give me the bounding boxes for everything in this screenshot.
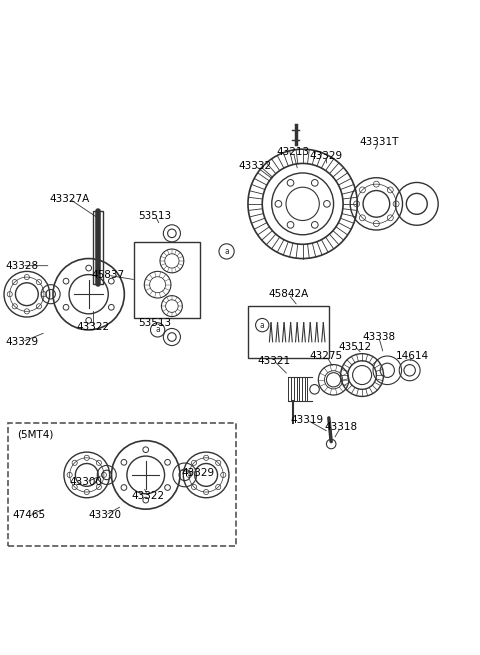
Text: 43213: 43213 [276,147,310,157]
Text: 43275: 43275 [310,351,343,361]
Text: 43331T: 43331T [359,137,398,147]
Text: 43320: 43320 [89,510,122,520]
Bar [8,422,236,546]
Text: (5MT4): (5MT4) [17,430,54,440]
Text: 43319: 43319 [291,415,324,425]
Text: 43318: 43318 [324,422,357,432]
Circle shape [151,323,165,337]
Text: 43338: 43338 [362,332,396,342]
Text: 43328: 43328 [6,261,39,271]
Text: 43322: 43322 [132,491,165,501]
Bar [134,242,201,318]
Text: 53513: 53513 [139,211,172,221]
Text: 43329: 43329 [310,151,343,161]
Circle shape [255,318,269,332]
Text: 43300: 43300 [70,477,103,487]
Circle shape [219,244,234,259]
Text: a: a [224,247,229,256]
Text: 53513: 53513 [139,318,172,328]
Text: 43322: 43322 [77,322,110,333]
Text: 43321: 43321 [258,356,291,365]
Text: 45837: 45837 [91,271,124,280]
Text: 43329: 43329 [6,337,39,346]
Text: 47465: 47465 [12,510,46,520]
Text: 45842A: 45842A [268,290,309,299]
Text: 43329: 43329 [181,468,215,477]
Text: 14614: 14614 [396,351,429,361]
Text: a: a [260,320,264,329]
Text: 43327A: 43327A [49,194,90,204]
Bar [94,211,103,284]
Text: a: a [155,326,160,335]
Bar [248,306,329,358]
Text: 43332: 43332 [239,161,272,171]
Text: 43512: 43512 [338,341,372,352]
